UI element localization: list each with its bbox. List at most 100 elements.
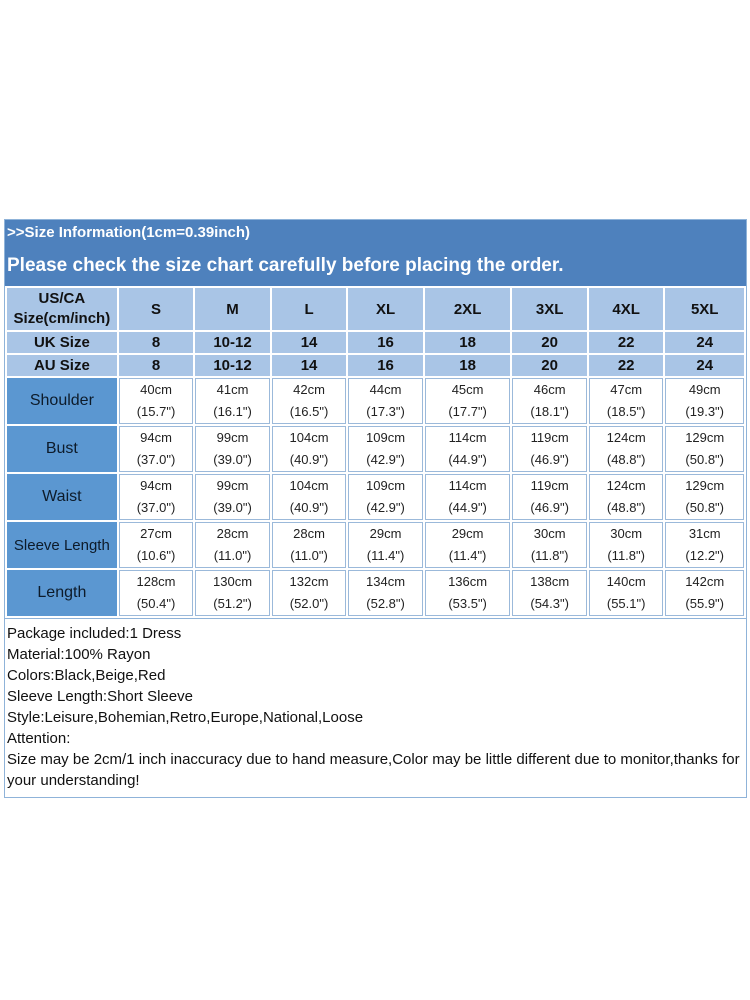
measurement-cell: 28cm (11.0") [271,522,347,568]
cm-value: 99cm [216,478,249,493]
measurement-cell: 132cm (52.0") [271,570,347,616]
measurement-cell: 119cm (46.9") [512,474,587,520]
cm-value: 138cm [530,574,570,589]
inch-value: (42.9") [366,500,405,515]
size-header-3xl: 3XL [512,288,587,330]
inch-value: (48.8") [606,500,646,515]
cm-value: 94cm [140,430,172,445]
measurement-cell: 129cm (50.8") [665,474,744,520]
inch-value: (17.3") [366,404,405,419]
measurement-cell: 29cm (11.4") [348,522,423,568]
inch-value: (44.9") [448,452,487,467]
measurement-cell: 94cm (37.0") [118,474,194,520]
measurement-row-length: Length 128cm (50.4") 130cm (51.2") 132cm (52.0… [7,570,744,616]
us-ca-header-cell: US/CA Size(cm/inch) [7,288,117,330]
cm-value: 44cm [369,382,402,397]
inch-value: (50.8") [685,500,724,515]
inch-value: (44.9") [448,500,487,515]
measurement-cell: 45cm (17.7") [424,378,511,424]
measurement-cell: 109cm (42.9") [348,426,423,472]
cm-value: 40cm [140,382,172,397]
cm-value: 49cm [688,382,721,397]
uk-size-value: 20 [512,332,587,353]
cm-value: 27cm [140,526,172,541]
inch-value: (15.7") [136,404,176,419]
cm-value: 104cm [289,430,329,445]
cm-value: 119cm [530,430,569,445]
measurement-cell: 28cm (11.0") [195,522,270,568]
size-header-5xl: 5XL [665,288,744,330]
uk-size-value: 10-12 [195,332,270,353]
au-size-label: AU Size [7,355,117,376]
measurement-cell: 142cm (55.9") [665,570,744,616]
inch-value: (50.8") [685,452,724,467]
measurement-cell: 42cm (16.5") [271,378,347,424]
au-size-value: 10-12 [195,355,270,376]
uk-size-row: UK Size 8 10-12 14 16 18 20 22 24 [7,332,744,353]
measurement-cell: 114cm (44.9") [424,474,511,520]
cm-value: 29cm [451,526,484,541]
measurement-cell: 99cm (39.0") [195,426,270,472]
inch-value: (54.3") [530,596,569,611]
size-table: US/CA Size(cm/inch) S M L XL 2XL 3XL 4XL 5XL UK… [5,286,746,618]
cm-value: 129cm [685,430,725,445]
note-line: Style:Leisure,Bohemian,Retro,Europe,Nati… [7,709,364,726]
note-line: Colors:Black,Beige,Red [7,667,166,684]
cm-value: 114cm [448,430,487,445]
au-size-value: 16 [348,355,423,376]
size-header-row: US/CA Size(cm/inch) S M L XL 2XL 3XL 4XL 5XL [7,288,744,330]
inch-value: (40.9") [289,500,329,515]
cm-value: 129cm [685,478,725,493]
inch-value: (39.0") [213,452,252,467]
note-line: Size may be 2cm/1 inch inaccuracy due to… [7,751,740,789]
measurement-cell: 30cm (11.8") [512,522,587,568]
measurement-row-sleeve-length: Sleeve Length 27cm (10.6") 28cm (11.0") 28cm (… [7,522,744,568]
inch-value: (48.8") [606,452,646,467]
measurement-cell: 47cm (18.5") [588,378,664,424]
size-info-title: >>Size Information(1cm=0.39inch) [7,224,250,241]
cm-value: 124cm [606,478,646,493]
measurement-cell: 134cm (52.8") [348,570,423,616]
cm-value: 104cm [289,478,329,493]
measurement-cell: 40cm (15.7") [118,378,194,424]
cm-value: 28cm [293,526,325,541]
measurement-cell: 104cm (40.9") [271,426,347,472]
measurement-cell: 138cm (54.3") [512,570,587,616]
size-header-l: L [271,288,347,330]
inch-value: (18.1") [530,404,569,419]
measurement-cell: 104cm (40.9") [271,474,347,520]
uk-size-value: 22 [588,332,664,353]
size-header-xl: XL [348,288,423,330]
cm-value: 47cm [610,382,643,397]
au-size-value: 18 [424,355,511,376]
measurement-cell: 129cm (50.8") [665,426,744,472]
size-table-body: US/CA Size(cm/inch) S M L XL 2XL 3XL 4XL 5XL UK… [7,288,744,616]
inch-value: (40.9") [289,452,329,467]
inch-value: (46.9") [530,500,569,515]
cm-value: 30cm [610,526,643,541]
measurement-label: Waist [7,474,117,520]
measurement-cell: 124cm (48.8") [588,474,664,520]
measurement-cell: 140cm (55.1") [588,570,664,616]
au-size-row: AU Size 8 10-12 14 16 18 20 22 24 [7,355,744,376]
uk-size-label: UK Size [7,332,117,353]
measurement-cell: 31cm (12.2") [665,522,744,568]
measurement-cell: 109cm (42.9") [348,474,423,520]
cm-value: 30cm [533,526,566,541]
au-size-value: 8 [118,355,194,376]
measurement-label: Shoulder [7,378,117,424]
au-size-value: 24 [665,355,744,376]
uk-size-value: 8 [118,332,194,353]
cm-value: 109cm [366,478,406,493]
cm-value: 132cm [289,574,329,589]
cm-value: 136cm [448,574,488,589]
cm-value: 45cm [451,382,484,397]
inch-value: (17.7") [448,404,487,419]
measurement-row-shoulder: Shoulder 40cm (15.7") 41cm (16.1") 42cm (16.5"… [7,378,744,424]
inch-value: (11.0") [290,548,328,563]
measurement-cell: 29cm (11.4") [424,522,511,568]
cm-value: 109cm [366,430,406,445]
measurement-cell: 49cm (19.3") [665,378,744,424]
measurement-cell: 41cm (16.1") [195,378,270,424]
inch-value: (11.8") [607,548,645,563]
